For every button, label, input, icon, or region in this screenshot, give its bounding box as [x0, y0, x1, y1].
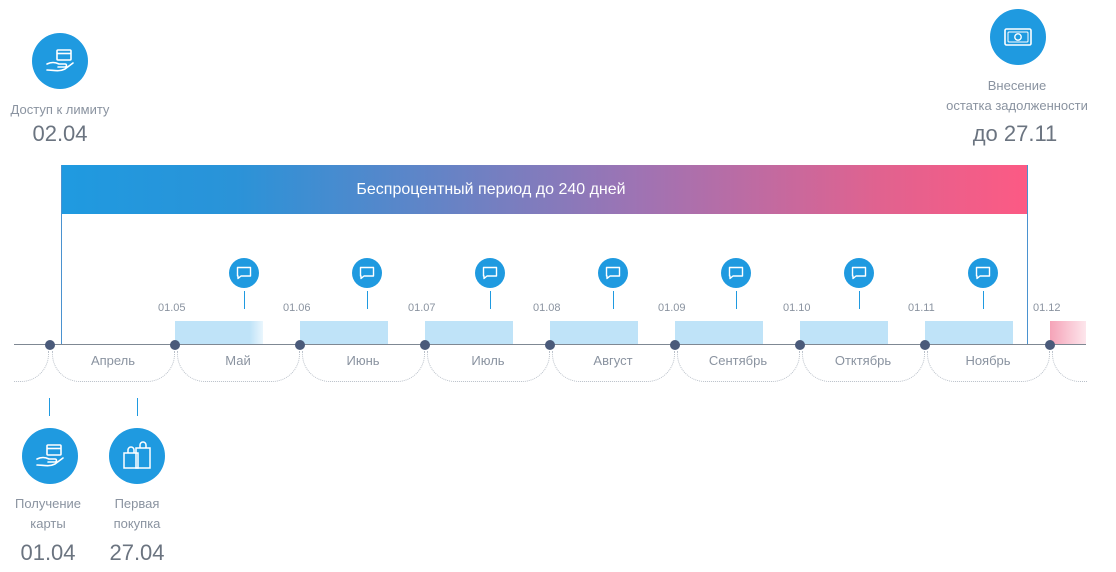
purchase-connector	[137, 398, 138, 416]
month-date-6: 01.10	[783, 302, 811, 314]
bar-left-line	[61, 165, 62, 345]
chat-bubble-icon	[359, 266, 375, 280]
notice-stem-4	[613, 291, 614, 309]
grace-period-bar	[61, 165, 1027, 214]
payoff-label-line1: Внесение	[987, 78, 1047, 93]
timeline-dot	[920, 340, 930, 350]
chat-bubble-icon	[482, 266, 498, 280]
notice-stem-3	[490, 291, 491, 309]
notice-4	[598, 258, 628, 288]
payoff-label-line2: остатка задолженности	[946, 98, 1088, 113]
payment-window-3	[425, 321, 513, 345]
timeline-dot	[545, 340, 555, 350]
payment-window-1	[175, 321, 263, 345]
month-april: Апрель	[90, 353, 136, 368]
chat-bubble-icon	[605, 266, 621, 280]
month-date-8: 01.12	[1033, 302, 1061, 314]
notice-2	[352, 258, 382, 288]
month-date-3: 01.07	[408, 302, 436, 314]
access-icon-circle	[32, 33, 88, 89]
purchase-icon-circle	[109, 428, 165, 484]
month-july: Июль	[471, 353, 505, 368]
card-label-line2: карты	[30, 516, 66, 531]
card-label-line1: Получение	[14, 496, 82, 511]
purchase-label-line2: покупка	[113, 516, 161, 531]
banknote-icon	[1004, 28, 1032, 46]
month-september: Сентябрь	[708, 353, 768, 368]
notice-7	[968, 258, 998, 288]
notice-1	[229, 258, 259, 288]
chat-bubble-icon	[975, 266, 991, 280]
timeline-dot	[670, 340, 680, 350]
card-icon-circle	[22, 428, 78, 484]
chat-bubble-icon	[236, 266, 252, 280]
notice-stem-7	[983, 291, 984, 309]
month-june: Июнь	[346, 353, 380, 368]
purchase-date: 27.04	[109, 540, 165, 565]
shopping-bags-icon	[123, 441, 151, 469]
timeline-dot	[420, 340, 430, 350]
payoff-date: до 27.11	[972, 121, 1058, 146]
payoff-icon-circle	[990, 9, 1046, 65]
month-date-2: 01.06	[283, 302, 311, 314]
notice-6	[844, 258, 874, 288]
notice-stem-2	[367, 291, 368, 309]
hand-card-icon	[46, 49, 74, 72]
month-arc	[14, 351, 49, 382]
notice-stem-5	[736, 291, 737, 309]
timeline-dot	[45, 340, 55, 350]
payment-window-5	[675, 321, 763, 345]
grace-period-text: Беспроцентный период до 240 дней	[356, 181, 626, 198]
hand-card-icon	[36, 444, 64, 467]
month-date-7: 01.11	[908, 302, 935, 314]
payment-window-8	[1050, 321, 1086, 345]
notice-stem-6	[859, 291, 860, 309]
access-label: Доступ к лимиту	[10, 102, 110, 117]
timeline-dot	[170, 340, 180, 350]
month-date-4: 01.08	[533, 302, 561, 314]
payment-window-2	[300, 321, 388, 345]
timeline-dot	[295, 340, 305, 350]
payment-window-7	[925, 321, 1013, 345]
month-august: Август	[593, 353, 633, 368]
payment-window-4	[550, 321, 638, 345]
month-may: Май	[225, 353, 251, 368]
bar-right-line	[1027, 165, 1028, 345]
month-date-5: 01.09	[658, 302, 686, 314]
access-date: 02.04	[32, 121, 88, 146]
purchase-label-line1: Первая	[114, 496, 160, 511]
month-november: Ноябрь	[965, 353, 1011, 368]
notice-5	[721, 258, 751, 288]
timeline-dot	[1045, 340, 1055, 350]
card-date: 01.04	[20, 540, 76, 565]
timeline-dot	[795, 340, 805, 350]
chat-bubble-icon	[728, 266, 744, 280]
month-october: Отктябрь	[834, 353, 892, 368]
card-connector	[49, 398, 50, 416]
notice-stem-1	[244, 291, 245, 309]
month-date-1: 01.05	[158, 302, 186, 314]
month-arc	[1052, 351, 1087, 382]
payment-window-6	[800, 321, 888, 345]
chat-bubble-icon	[851, 266, 867, 280]
notice-3	[475, 258, 505, 288]
